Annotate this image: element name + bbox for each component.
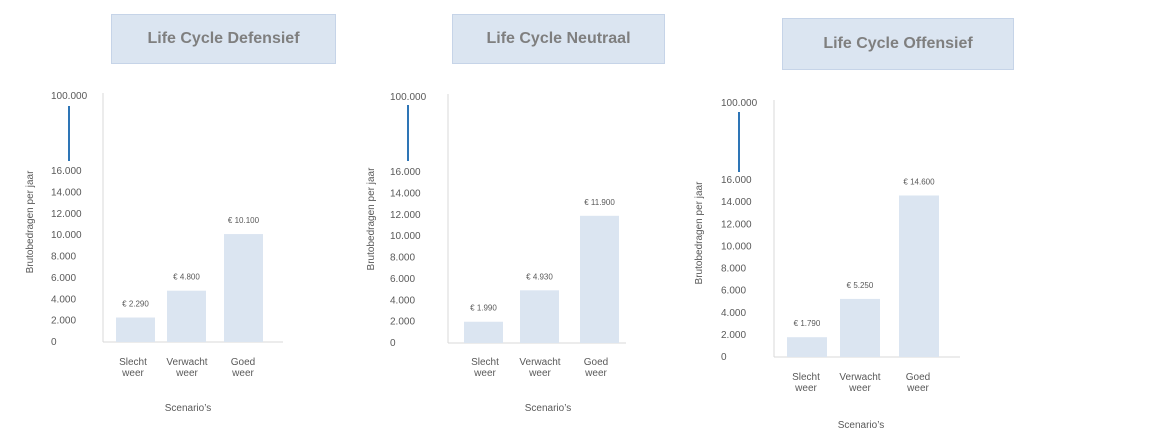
y-tick-label: 8.000 (51, 252, 76, 263)
y-tick-label: 6.000 (721, 286, 746, 297)
y-tick-label: 6.000 (390, 274, 415, 285)
y-axis-label: Brutobedragen per jaar (366, 167, 377, 271)
x-axis-label: Scenario’s (165, 403, 212, 414)
data-label: € 2.290 (122, 300, 149, 309)
y-tick-label: 14.000 (390, 188, 421, 199)
x-tick-label: Slecht weer (119, 357, 147, 379)
y-tick-label: 16.000 (721, 175, 752, 186)
x-axis-label: Scenario’s (838, 420, 885, 431)
data-label: € 14.600 (903, 177, 935, 186)
x-tick-label: Verwacht weer (166, 357, 207, 379)
y-tick-label: 2.000 (721, 330, 746, 341)
chart-title: Life Cycle Defensief (111, 14, 336, 64)
y-tick-label: 2.000 (390, 317, 415, 328)
y-tick-label: 10.000 (721, 241, 752, 252)
bar (116, 317, 155, 342)
x-tick-label: Verwacht weer (519, 357, 560, 379)
chart-panel-defensief: Life Cycle Defensief 100.000 0 2.000 4.000 6… (0, 0, 383, 433)
data-label: € 1.990 (470, 304, 497, 313)
bar (520, 290, 559, 343)
y-tick-label: 0 (721, 352, 727, 363)
y-tick-label: 12.000 (51, 209, 82, 220)
y-tick-label: 8.000 (721, 264, 746, 275)
y-tick-label: 14.000 (51, 187, 82, 198)
bar (464, 321, 503, 343)
data-label: € 11.900 (584, 198, 615, 207)
bar (899, 195, 939, 357)
bar-chart-defensief: 100.000 0 2.000 4.000 6.000 8.000 10.000 12.000… (25, 91, 283, 414)
y-tick-label: 16.000 (51, 166, 82, 177)
y-tick-label: 100.000 (721, 98, 758, 109)
x-axis-label: Scenario’s (525, 403, 572, 414)
y-tick-label: 2.000 (51, 316, 76, 327)
bar (580, 215, 619, 343)
data-label: € 4.930 (526, 272, 553, 281)
y-tick-label: 16.000 (390, 167, 421, 178)
data-label: € 10.100 (228, 216, 260, 225)
y-tick-label: 6.000 (51, 273, 76, 284)
y-tick-label: 4.000 (390, 295, 415, 306)
y-tick-label: 10.000 (51, 230, 82, 241)
y-tick-label: 100.000 (390, 92, 427, 103)
y-tick-label: 4.000 (51, 294, 76, 305)
data-label: € 5.250 (847, 281, 874, 290)
y-tick-label: 0 (51, 337, 57, 348)
y-tick-label: 10.000 (390, 231, 421, 242)
bar (167, 290, 206, 342)
y-tick-label: 100.000 (51, 91, 88, 102)
x-tick-label: Goed weer (906, 372, 930, 394)
chart-title: Life Cycle Neutraal (452, 14, 665, 64)
y-tick-label: 8.000 (390, 253, 415, 264)
x-tick-label: Slecht weer (471, 357, 499, 379)
data-label: € 4.800 (173, 273, 200, 282)
y-tick-label: 12.000 (390, 210, 421, 221)
y-tick-label: 14.000 (721, 197, 752, 208)
y-axis-label: Brutobedragen per jaar (25, 170, 36, 274)
x-tick-label: Goed weer (231, 357, 255, 379)
chart-title: Life Cycle Offensief (782, 18, 1014, 70)
bar (840, 298, 880, 357)
x-tick-label: Slecht weer (792, 372, 820, 394)
y-tick-label: 4.000 (721, 308, 746, 319)
y-tick-label: 12.000 (721, 219, 752, 230)
bar (787, 337, 827, 357)
x-tick-label: Verwacht weer (839, 372, 880, 394)
bar (224, 234, 263, 342)
y-axis-label: Brutobedragen per jaar (694, 181, 705, 285)
x-tick-label: Goed weer (584, 357, 608, 379)
y-tick-label: 0 (390, 338, 396, 349)
data-label: € 1.790 (794, 319, 821, 328)
